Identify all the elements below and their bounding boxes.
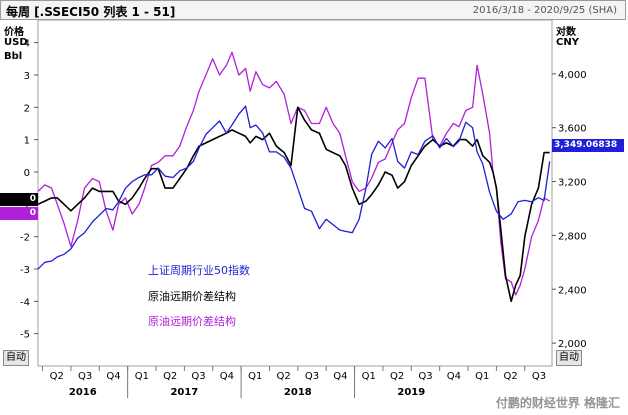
x-tick-label: Q4: [447, 371, 461, 382]
left-tick-label: -4: [20, 297, 30, 308]
left-axis-title: 价格: [4, 27, 24, 38]
right-axis-unit: CNY: [556, 37, 579, 48]
chart-title: 每周 [.SSECI50 列表 1 - 51]: [6, 5, 176, 19]
x-tick-label: Q3: [191, 371, 205, 382]
legend-item-purple: 原油远期价差结构: [148, 315, 236, 328]
x-tick-label: Q3: [532, 371, 546, 382]
series-line-0: [37, 105, 551, 270]
left-axis-unit-1: USD: [4, 37, 28, 48]
right-tick-label: 2,400: [558, 285, 587, 296]
x-tick-label: Q3: [305, 371, 319, 382]
right-auto-scale-button[interactable]: 自动: [556, 350, 582, 366]
x-tick-label: Q4: [106, 371, 120, 382]
x-tick-label: Q2: [503, 371, 517, 382]
x-tick-label: Q1: [248, 371, 262, 382]
left-tick-label: 2: [24, 103, 30, 114]
x-tick-label: Q4: [220, 371, 234, 382]
left-tick-label: -5: [20, 330, 30, 341]
series-line-2: [37, 51, 551, 296]
right-tick-label: 3,600: [558, 124, 587, 135]
legend-item-black: 原油远期价差结构: [148, 290, 236, 303]
x-tick-label: Q2: [163, 371, 177, 382]
x-tick-label: Q3: [78, 371, 92, 382]
legend-item-blue: 上证周期行业50指数: [148, 264, 250, 277]
right-tick-label: 2,800: [558, 231, 587, 242]
right-tick-label: 4,000: [558, 70, 587, 81]
x-year-label: 2019: [397, 387, 425, 398]
plot-area: [37, 19, 553, 367]
x-tick-label: Q1: [475, 371, 489, 382]
x-tick-label: Q4: [333, 371, 347, 382]
x-year-label: 2016: [69, 387, 97, 398]
left-tick-label: -3: [20, 265, 30, 276]
purple-series-tag: 0: [0, 207, 38, 220]
black-series-tag: 0: [0, 193, 38, 206]
x-tick-label: Q2: [390, 371, 404, 382]
left-tick-label: -2: [20, 233, 30, 244]
x-tick-label: Q1: [135, 371, 149, 382]
left-tick-label: 3: [24, 71, 30, 82]
x-tick-label: Q2: [50, 371, 64, 382]
watermark: 付鹏的财经世界 格隆汇: [495, 396, 620, 410]
date-range: 2016/3/18 - 2020/9/25 (SHA): [472, 5, 617, 16]
x-tick-label: Q2: [277, 371, 291, 382]
left-tick-label: 4: [24, 39, 30, 50]
left-tick-label: 1: [24, 136, 30, 147]
left-auto-scale-button[interactable]: 自动: [3, 350, 29, 366]
right-axis-title: 对数: [556, 27, 576, 38]
left-axis-unit-2: Bbl: [4, 51, 23, 62]
x-year-label: 2018: [284, 387, 312, 398]
right-tick-label: 3,200: [558, 178, 587, 189]
x-tick-label: Q1: [362, 371, 376, 382]
x-year-label: 2017: [170, 387, 198, 398]
right-tick-label: 2,000: [558, 339, 587, 350]
series-line-1: [37, 106, 550, 303]
left-tick-label: 0: [24, 168, 30, 179]
blue-series-tag: 3,349.06838: [552, 139, 624, 152]
x-tick-label: Q3: [418, 371, 432, 382]
